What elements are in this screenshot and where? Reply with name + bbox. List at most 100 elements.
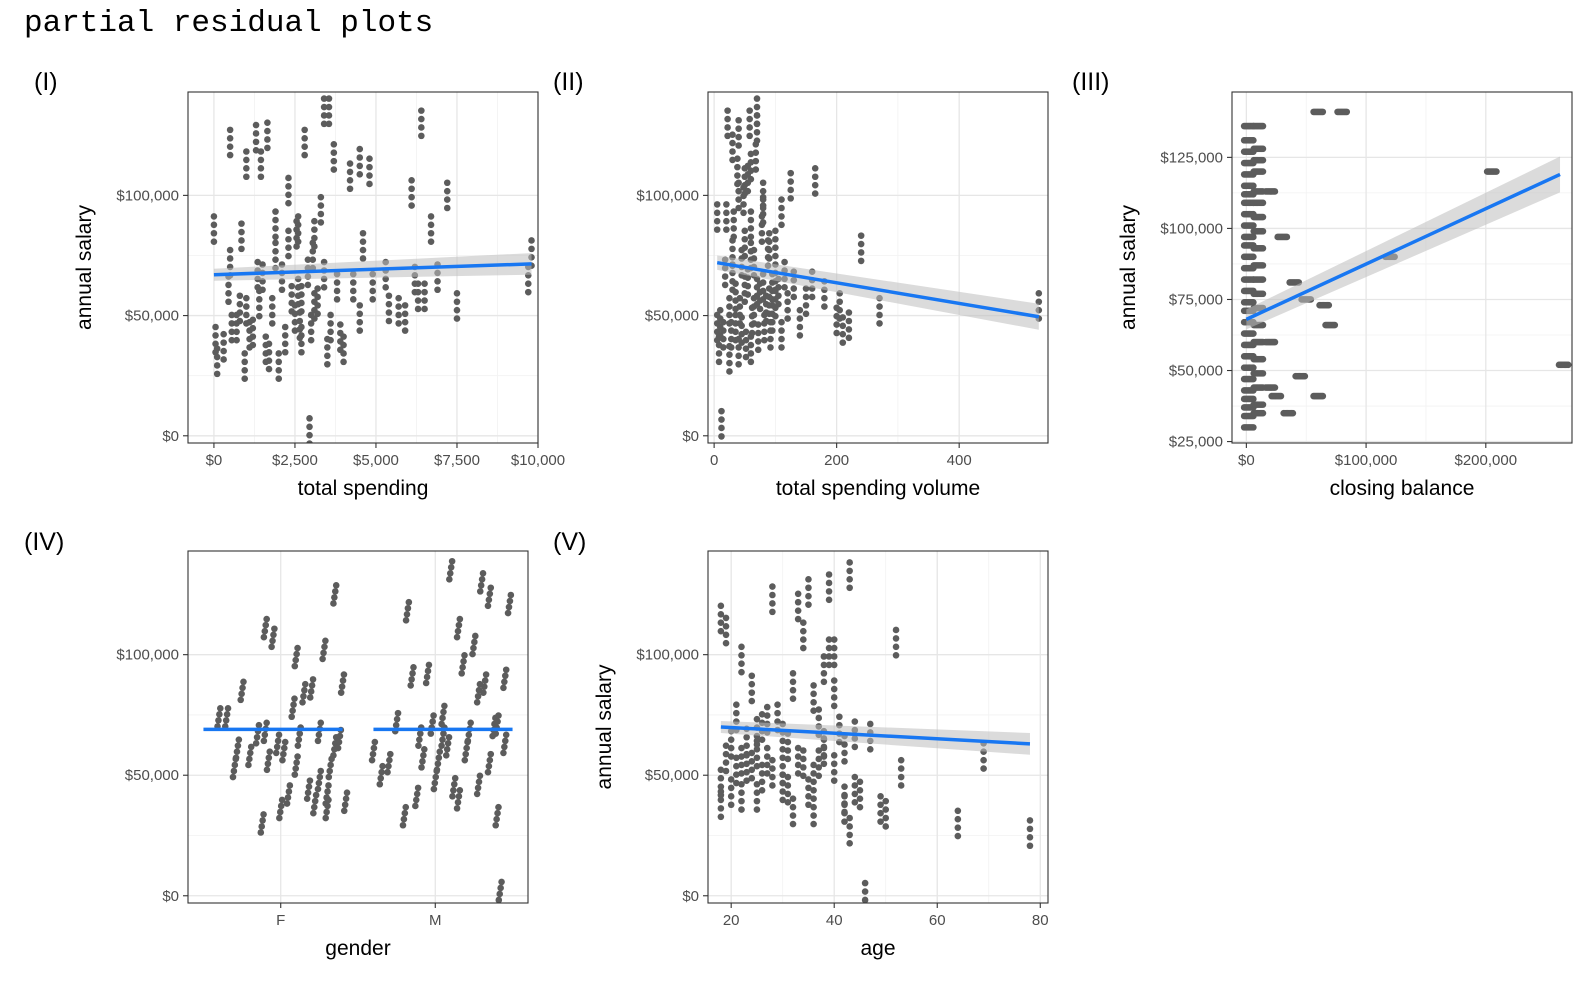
data-point-dot bbox=[315, 731, 323, 739]
y-tick-label: $50,000 bbox=[645, 767, 699, 784]
data-point-dot bbox=[476, 772, 484, 780]
data-point-dot bbox=[789, 695, 797, 702]
data-point-dot bbox=[439, 736, 446, 743]
data-point-dot bbox=[311, 315, 318, 322]
data-point-dot bbox=[1259, 262, 1267, 269]
data-point-dot bbox=[839, 314, 847, 321]
data-point-dot bbox=[323, 808, 330, 816]
data-point-dot bbox=[261, 627, 269, 635]
data-point-dot bbox=[302, 680, 309, 688]
data-point-dot bbox=[317, 767, 325, 775]
data-point-dot bbox=[796, 315, 804, 322]
data-point-dot bbox=[413, 790, 421, 798]
data-point-dot bbox=[1259, 409, 1267, 417]
data-point-dot bbox=[1564, 361, 1572, 369]
data-point-dot bbox=[427, 229, 435, 237]
data-point-dot bbox=[851, 718, 859, 725]
data-point-dot bbox=[861, 879, 869, 887]
data-point-dot bbox=[735, 204, 742, 212]
data-point bbox=[418, 746, 428, 771]
data-point-dot bbox=[464, 737, 472, 745]
data-point-dot bbox=[331, 594, 338, 601]
data-point bbox=[314, 285, 321, 318]
data-point-dot bbox=[243, 156, 250, 164]
data-point-dot bbox=[779, 737, 786, 745]
data-point-dot bbox=[330, 140, 338, 148]
x-tick-label: $5,000 bbox=[353, 452, 399, 469]
data-point bbox=[303, 777, 314, 803]
data-point-dot bbox=[476, 588, 484, 595]
data-point-dot bbox=[213, 353, 221, 361]
data-point-dot bbox=[784, 790, 792, 798]
data-point-dot bbox=[268, 643, 275, 651]
data-point-dot bbox=[294, 221, 302, 229]
data-point-dot bbox=[401, 809, 409, 817]
data-point-dot bbox=[377, 774, 385, 782]
data-point bbox=[769, 583, 776, 616]
data-point bbox=[210, 213, 218, 245]
data-point-dot bbox=[821, 294, 828, 302]
data-point-dot bbox=[758, 786, 766, 794]
data-point-dot bbox=[841, 758, 848, 765]
data-point-dot bbox=[501, 672, 509, 680]
data-point bbox=[857, 232, 865, 265]
data-point bbox=[1240, 353, 1257, 360]
data-point-dot bbox=[821, 303, 828, 310]
data-point-dot bbox=[732, 288, 739, 296]
data-point-dot bbox=[753, 103, 761, 111]
data-point-dot bbox=[862, 905, 869, 912]
data-point bbox=[325, 95, 333, 128]
data-point-dot bbox=[732, 328, 739, 336]
data-point-dot bbox=[846, 823, 853, 830]
data-point bbox=[232, 736, 243, 762]
data-point-dot bbox=[252, 130, 260, 137]
data-point-dot bbox=[421, 288, 428, 296]
data-point bbox=[796, 306, 804, 339]
data-point-dot bbox=[718, 424, 725, 432]
data-point bbox=[1250, 199, 1267, 207]
data-point bbox=[1250, 122, 1267, 130]
data-point-dot bbox=[395, 303, 402, 310]
data-point-dot bbox=[775, 300, 782, 308]
data-point-dot bbox=[742, 336, 750, 344]
data-point-dot bbox=[263, 615, 270, 623]
data-point-dot bbox=[285, 174, 292, 182]
data-point-dot bbox=[458, 670, 466, 677]
data-point-dot bbox=[286, 782, 294, 789]
data-point-dot bbox=[434, 278, 441, 285]
data-point-dot bbox=[340, 671, 348, 678]
y-tick-label: $0 bbox=[682, 888, 699, 905]
data-point-dot bbox=[735, 179, 742, 187]
y-tick-label: $100,000 bbox=[636, 647, 699, 664]
data-point-dot bbox=[433, 766, 441, 774]
data-point-dot bbox=[265, 348, 273, 356]
data-point bbox=[464, 719, 474, 745]
data-point-dot bbox=[784, 306, 791, 314]
data-point-dot bbox=[746, 115, 753, 123]
data-point-dot bbox=[789, 803, 797, 811]
data-point bbox=[395, 294, 402, 327]
data-point-dot bbox=[226, 143, 234, 150]
data-point-dot bbox=[484, 602, 492, 610]
data-point-dot bbox=[281, 340, 289, 348]
data-point bbox=[754, 321, 762, 354]
data-point-dot bbox=[311, 226, 318, 233]
data-point-dot bbox=[794, 590, 802, 598]
data-point-dot bbox=[741, 227, 749, 235]
data-point-dot bbox=[346, 185, 354, 193]
data-point-dot bbox=[741, 181, 749, 189]
x-tick-label: 20 bbox=[723, 912, 740, 929]
data-point bbox=[758, 213, 766, 245]
data-point-dot bbox=[810, 761, 817, 769]
data-point-dot bbox=[222, 717, 230, 724]
data-point-dot bbox=[763, 753, 771, 760]
data-point-dot bbox=[718, 407, 725, 415]
data-point-dot bbox=[288, 291, 296, 298]
data-point-dot bbox=[506, 597, 514, 605]
data-point-dot bbox=[1343, 108, 1351, 116]
data-point bbox=[735, 179, 742, 212]
data-point-dot bbox=[414, 305, 422, 313]
data-point-dot bbox=[1259, 168, 1267, 175]
x-axis-title: age bbox=[860, 937, 895, 960]
data-point-dot bbox=[418, 132, 425, 140]
